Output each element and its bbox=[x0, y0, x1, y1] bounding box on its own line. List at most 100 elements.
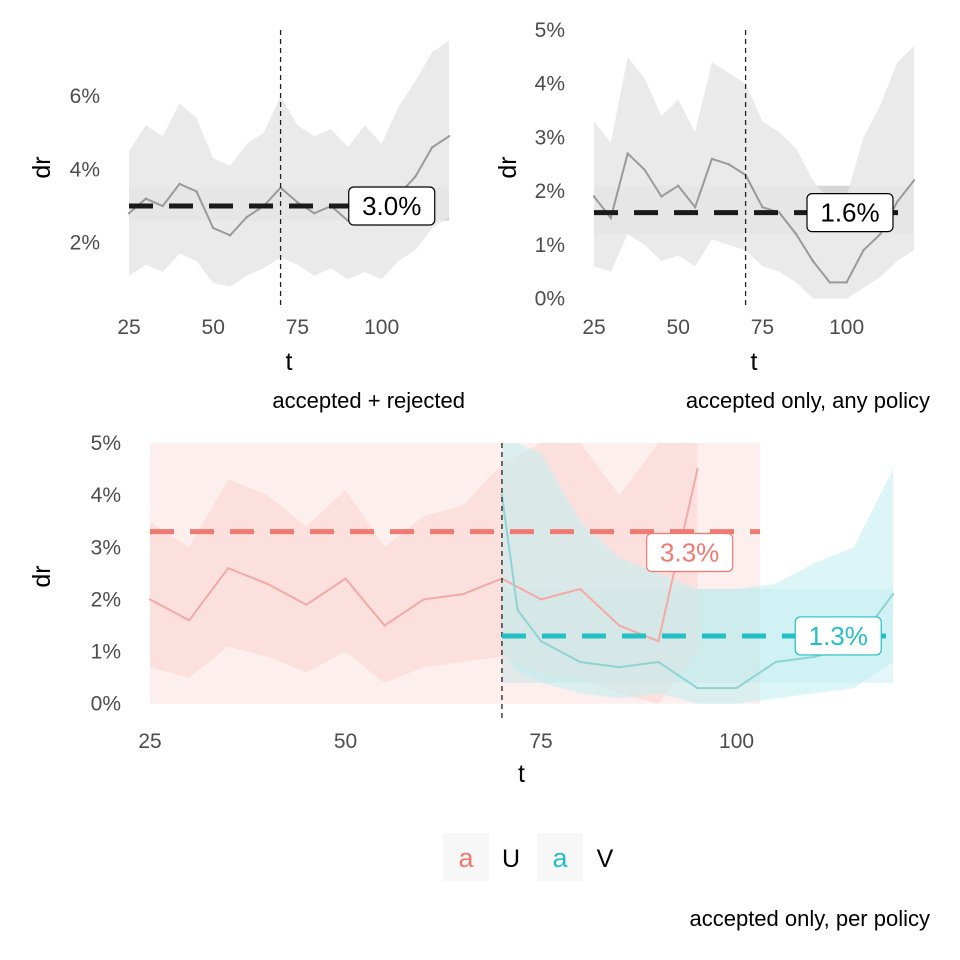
ci-band-all bbox=[594, 46, 914, 299]
data-point bbox=[127, 212, 131, 215]
data-point bbox=[895, 200, 899, 204]
data-point bbox=[383, 624, 386, 627]
panel-caption: accepted only, per policy bbox=[689, 906, 930, 931]
x-tick-label: 50 bbox=[334, 730, 357, 753]
y-tick-label: 4% bbox=[91, 484, 121, 507]
data-point bbox=[693, 206, 697, 209]
data-point bbox=[660, 195, 663, 198]
data-point bbox=[735, 686, 738, 690]
data-point bbox=[516, 608, 519, 612]
mean-label-text: 1.6% bbox=[820, 198, 879, 228]
data-point bbox=[794, 232, 798, 236]
data-point bbox=[891, 593, 895, 596]
data-point bbox=[643, 168, 646, 171]
data-point bbox=[862, 249, 865, 252]
y-tick-label: 1% bbox=[91, 641, 121, 664]
data-point bbox=[245, 215, 249, 219]
data-point bbox=[592, 195, 596, 198]
data-point bbox=[500, 493, 504, 497]
y-tick-label: 1% bbox=[535, 234, 565, 257]
data-point bbox=[618, 624, 621, 627]
mean-label-text: 3.3% bbox=[660, 538, 719, 568]
data-point bbox=[879, 232, 882, 236]
data-point bbox=[761, 206, 764, 209]
x-axis-title: t bbox=[518, 760, 525, 788]
y-tick-label: 0% bbox=[535, 288, 565, 311]
mean-label-all: 3.0% bbox=[348, 186, 436, 226]
data-point bbox=[657, 639, 660, 643]
data-point bbox=[778, 211, 781, 214]
data-point bbox=[344, 577, 347, 580]
data-point bbox=[447, 135, 451, 138]
legend-glyph: a bbox=[458, 843, 474, 873]
mean-label-text: 1.3% bbox=[809, 621, 868, 651]
legend-key bbox=[443, 833, 489, 881]
data-point bbox=[313, 212, 316, 215]
x-tick-label: 75 bbox=[286, 316, 309, 339]
legend-key bbox=[537, 833, 583, 881]
data-point bbox=[845, 281, 848, 284]
x-tick-label: 75 bbox=[529, 730, 552, 753]
y-tick-label: 6% bbox=[70, 85, 100, 108]
data-point bbox=[578, 587, 582, 591]
data-point bbox=[195, 190, 198, 193]
data-point bbox=[228, 234, 232, 237]
data-point bbox=[539, 639, 543, 643]
x-tick-label: 75 bbox=[751, 316, 774, 339]
x-tick-label: 100 bbox=[829, 316, 864, 339]
data-point bbox=[227, 566, 230, 570]
data-point bbox=[539, 598, 543, 601]
y-axis-title: dr bbox=[28, 565, 56, 587]
data-point bbox=[148, 598, 152, 601]
data-point bbox=[609, 216, 613, 220]
x-tick-label: 100 bbox=[719, 730, 754, 753]
data-point bbox=[912, 179, 916, 182]
mean-label-box bbox=[348, 186, 436, 226]
data-point bbox=[422, 598, 425, 601]
mean-label-U: 3.3% bbox=[646, 532, 734, 573]
y-tick-label: 3% bbox=[91, 536, 121, 559]
data-point bbox=[305, 603, 308, 606]
y-tick-label: 4% bbox=[535, 73, 565, 96]
x-tick-label: 100 bbox=[364, 316, 399, 339]
data-point bbox=[430, 146, 434, 149]
data-point bbox=[626, 152, 629, 155]
data-point bbox=[710, 157, 714, 161]
y-tick-label: 2% bbox=[91, 588, 121, 611]
x-tick-label: 50 bbox=[667, 316, 690, 339]
y-tick-label: 2% bbox=[535, 180, 565, 203]
panel-caption: accepted + rejected bbox=[272, 388, 465, 413]
x-tick-label: 25 bbox=[582, 316, 605, 339]
y-tick-label: 5% bbox=[91, 432, 121, 455]
data-point bbox=[657, 660, 660, 664]
y-tick-label: 4% bbox=[70, 158, 100, 181]
data-point bbox=[296, 201, 299, 204]
legend-label: V bbox=[597, 845, 614, 873]
y-tick-label: 0% bbox=[91, 693, 121, 716]
data-point bbox=[212, 226, 215, 230]
mean-label-box bbox=[806, 193, 894, 233]
y-tick-label: 5% bbox=[535, 19, 565, 42]
data-point bbox=[811, 259, 815, 263]
series-line-all bbox=[593, 151, 915, 284]
panel-caption: accepted only, any policy bbox=[686, 388, 930, 413]
data-point bbox=[813, 655, 816, 659]
data-point bbox=[161, 204, 164, 208]
data-point bbox=[774, 660, 777, 664]
data-point bbox=[578, 660, 582, 664]
data-point bbox=[178, 182, 181, 186]
data-point bbox=[696, 467, 699, 471]
mean-label-V: 1.3% bbox=[794, 616, 882, 656]
x-tick-label: 25 bbox=[138, 730, 161, 753]
mean-label-all: 1.6% bbox=[806, 193, 894, 233]
mean-label-text: 3.0% bbox=[362, 191, 421, 221]
y-axis-title: dr bbox=[28, 156, 56, 178]
mean-label-box bbox=[646, 532, 734, 573]
x-tick-label: 25 bbox=[117, 316, 140, 339]
x-tick-label: 50 bbox=[202, 316, 225, 339]
ci-band-all bbox=[129, 41, 449, 287]
data-point bbox=[677, 184, 680, 187]
